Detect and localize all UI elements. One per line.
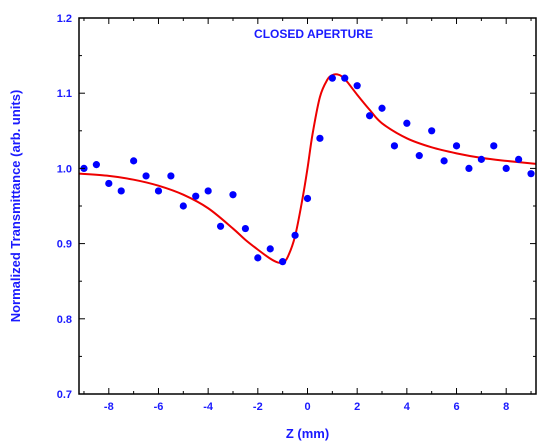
data-point: [502, 164, 510, 172]
data-point: [341, 74, 349, 82]
data-point: [316, 134, 324, 142]
y-axis-title: Normalized Transmittance (arb. units): [8, 90, 23, 323]
data-point: [303, 194, 312, 203]
data-point: [452, 142, 461, 150]
data-point: [440, 157, 448, 165]
data-point: [465, 164, 473, 172]
data-point: [365, 112, 374, 120]
fit-curve: [78, 73, 537, 264]
x-tick-label: 0: [304, 401, 310, 413]
data-point: [142, 172, 150, 180]
data-point: [490, 142, 498, 150]
data-point: [477, 155, 485, 163]
data-point: [515, 155, 523, 163]
data-point: [428, 127, 436, 135]
data-point: [390, 142, 399, 150]
data-point: [192, 192, 200, 200]
data-point: [527, 170, 535, 178]
data-point: [167, 172, 175, 180]
data-point: [204, 187, 212, 195]
x-axis-title: Z (mm): [286, 426, 329, 441]
data-point: [403, 119, 411, 127]
data-point: [154, 187, 163, 195]
y-tick-label: 0.9: [57, 239, 72, 251]
data-point: [130, 157, 138, 165]
chart-title: CLOSED APERTURE: [254, 27, 373, 41]
x-tick-label: -4: [203, 401, 214, 413]
data-point: [229, 191, 237, 199]
fit-curve-layer: [78, 73, 537, 264]
y-tick-label: 0.7: [57, 389, 72, 401]
x-tick-label: -8: [104, 401, 114, 413]
data-point: [291, 231, 299, 239]
data-point: [92, 161, 100, 169]
data-point: [179, 202, 187, 210]
y-tick-label: 0.8: [57, 314, 72, 326]
y-tick-label: 1.1: [57, 88, 72, 100]
x-tick-label: 8: [503, 401, 509, 413]
data-point: [353, 82, 361, 90]
data-point: [105, 179, 113, 188]
data-point: [241, 224, 250, 233]
x-tick-label: 4: [404, 401, 411, 413]
x-tick-label: 6: [453, 401, 459, 413]
data-point: [266, 245, 274, 253]
data-point: [216, 222, 225, 230]
y-tick-label: 1.2: [57, 13, 72, 25]
data-point: [328, 74, 336, 82]
y-tick-label: 1.0: [57, 163, 72, 175]
x-tick-label: 2: [354, 401, 360, 413]
ticks-layer: -8 -6 -4 -2 0 2 4 6 8 0.7 0.8 0.9 1.0 1.1 1.2: [57, 13, 536, 413]
data-point: [415, 152, 423, 160]
x-tick-label: -6: [154, 401, 164, 413]
data-point: [378, 104, 386, 112]
data-point: [279, 258, 287, 266]
data-point: [117, 187, 125, 195]
data-points-layer: [80, 74, 535, 266]
x-tick-label: -2: [253, 401, 263, 413]
data-point: [254, 254, 262, 262]
